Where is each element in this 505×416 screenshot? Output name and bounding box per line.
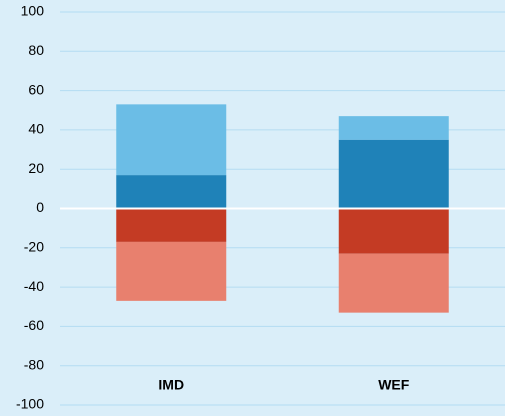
bar-segment bbox=[338, 139, 449, 209]
y-tick-label: -60 bbox=[24, 317, 44, 333]
bar-segment bbox=[116, 104, 227, 176]
y-tick-label: 80 bbox=[28, 42, 44, 58]
y-tick-label: -100 bbox=[16, 396, 44, 412]
x-tick-label: IMD bbox=[158, 377, 184, 393]
y-tick-label: 60 bbox=[28, 81, 44, 97]
bar-segment bbox=[116, 175, 227, 209]
bar-segment bbox=[338, 116, 449, 140]
y-tick-label: 0 bbox=[36, 199, 44, 215]
bar-segment bbox=[116, 208, 227, 242]
y-tick-label: 20 bbox=[28, 160, 44, 176]
bar-segment bbox=[338, 253, 449, 313]
y-tick-label: 40 bbox=[28, 121, 44, 137]
bar-segment bbox=[338, 208, 449, 254]
y-tick-label: 100 bbox=[21, 3, 45, 19]
y-tick-label: -80 bbox=[24, 356, 44, 372]
y-tick-label: -20 bbox=[24, 239, 44, 255]
x-tick-label: WEF bbox=[378, 377, 410, 393]
bar-segment bbox=[116, 241, 227, 301]
y-tick-label: -40 bbox=[24, 278, 44, 294]
